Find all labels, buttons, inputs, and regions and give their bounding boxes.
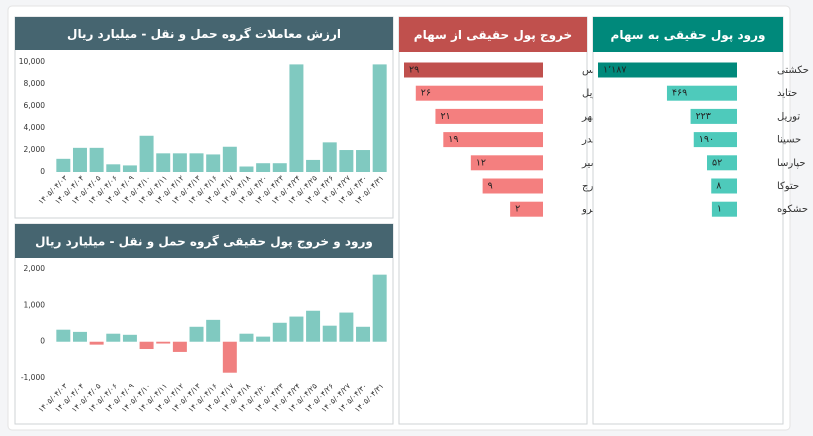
bar: [106, 164, 121, 172]
value-label: ۵۲: [712, 157, 722, 168]
y-tick-label: 10,000: [19, 57, 45, 66]
bar: [89, 341, 104, 345]
bar: [156, 153, 171, 172]
value-label: ۱٬۱۸۷: [603, 65, 626, 76]
bar: [206, 319, 221, 342]
bar: [239, 166, 254, 172]
bar: [356, 150, 371, 172]
bar: [435, 108, 543, 124]
bar: [56, 158, 71, 172]
panel-title: خروج پول حقیقی از سهام: [414, 28, 572, 43]
bar: [272, 163, 287, 172]
bar: [306, 310, 321, 342]
category-label: حسینا: [777, 135, 801, 146]
value-label: ۱۹۰: [699, 134, 714, 145]
bar: [189, 153, 204, 172]
value-label: ۲۹: [409, 65, 419, 76]
bar: [56, 329, 71, 342]
y-tick-label: 4,000: [24, 123, 46, 132]
bar: [711, 201, 737, 217]
value-label: ۸: [716, 181, 721, 192]
value-label: ۲۲۳: [696, 111, 711, 122]
category-label: حتوکا: [777, 181, 799, 192]
bar: [339, 150, 354, 172]
value-label: ۴۶۹: [672, 88, 687, 99]
bar: [222, 341, 237, 373]
panel-title: ورود و خروج پول حقیقی گروه حمل و نقل - م…: [35, 235, 373, 250]
category-label: حپارسا: [777, 158, 806, 169]
bar: [356, 326, 371, 342]
bar: [482, 178, 543, 194]
category-label: حتاید: [777, 88, 797, 99]
bar: [289, 64, 304, 172]
y-tick-label: 0: [40, 167, 45, 176]
bar: [443, 132, 543, 148]
y-tick-label: -1,000: [21, 373, 45, 382]
bar: [372, 274, 387, 342]
y-tick-label: 2,000: [24, 145, 46, 154]
bar: [72, 331, 87, 342]
panel-header: [593, 17, 783, 52]
panel-title: ارزش معاملات گروه حمل و نقل - میلیارد ری…: [67, 27, 341, 42]
bar: [106, 333, 121, 342]
value-label: ۲۶: [421, 88, 431, 99]
bar: [272, 322, 287, 342]
bar: [289, 316, 304, 342]
bar: [222, 146, 237, 172]
bar: [404, 62, 543, 78]
bar: [598, 62, 737, 78]
y-tick-label: 1,000: [24, 300, 46, 309]
bar: [693, 132, 737, 148]
bar: [122, 165, 137, 172]
panel-header: [399, 17, 587, 52]
y-tick-label: 2,000: [24, 264, 46, 273]
bar: [172, 341, 187, 352]
panel-title: ورود پول حقیقی به سهام: [611, 28, 766, 43]
bar: [72, 147, 87, 172]
value-label: ۱۲: [476, 157, 486, 168]
bar: [322, 325, 337, 342]
value-label: ۲۱: [440, 111, 450, 122]
bar: [666, 85, 737, 101]
category-label: توریل: [777, 111, 800, 122]
category-label: حکشتی: [777, 65, 809, 76]
bar: [711, 178, 737, 194]
bar: [256, 336, 271, 342]
bar: [139, 341, 154, 350]
y-tick-label: 0: [40, 337, 45, 346]
bar: [122, 334, 137, 342]
bar: [339, 312, 354, 342]
value-label: ۹: [488, 181, 493, 192]
panel: [398, 16, 588, 425]
bar: [510, 201, 543, 217]
bar: [139, 135, 154, 172]
panel-header: [15, 17, 393, 50]
panel: [592, 16, 784, 425]
y-tick-label: 6,000: [24, 101, 46, 110]
bar: [172, 153, 187, 172]
bar: [256, 163, 271, 172]
bar: [372, 64, 387, 172]
bar: [306, 159, 321, 172]
bar: [156, 341, 171, 344]
bar: [322, 142, 337, 172]
panel: [14, 16, 394, 219]
bar: [707, 155, 737, 171]
value-label: ۱۹: [448, 134, 458, 145]
category-label: حشکوه: [777, 204, 808, 215]
value-label: ۲: [515, 204, 520, 215]
bar: [89, 147, 104, 172]
bar: [690, 108, 737, 124]
bar: [206, 154, 221, 172]
panel-header: [15, 224, 393, 258]
bar: [239, 333, 254, 342]
y-tick-label: 8,000: [24, 79, 46, 88]
bar: [470, 155, 543, 171]
bar: [415, 85, 543, 101]
value-label: ۱: [717, 204, 722, 215]
bar: [189, 326, 204, 342]
